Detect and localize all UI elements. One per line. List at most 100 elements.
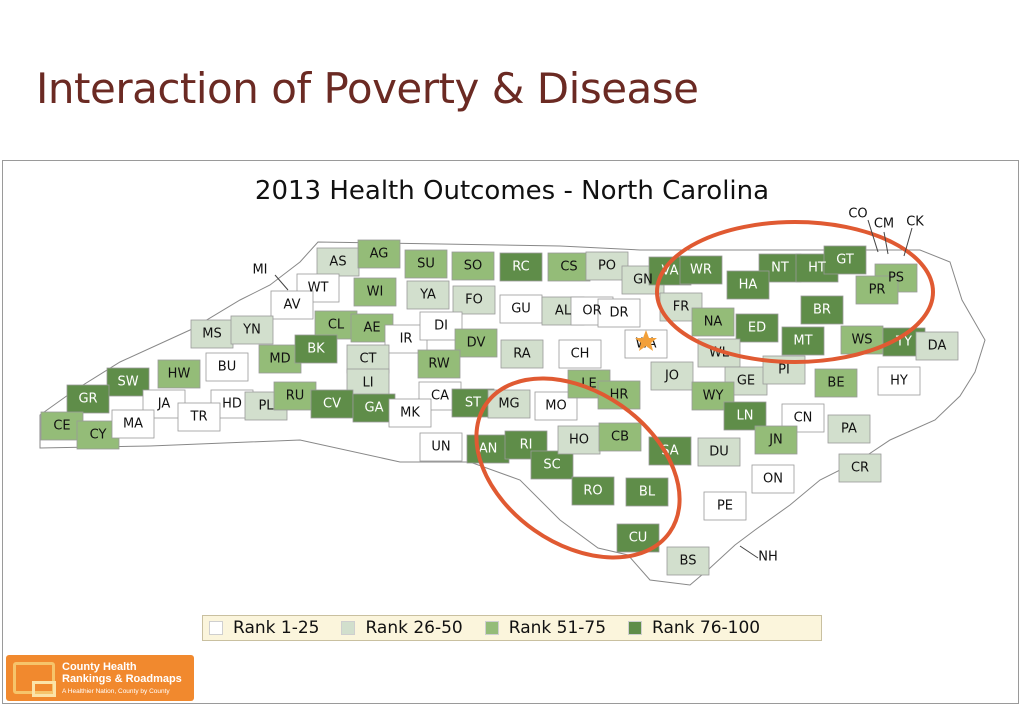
county-label: CA <box>431 389 449 404</box>
county-ct <box>346 344 390 374</box>
highlight-ring-south-central <box>474 376 682 560</box>
county-label: HY <box>890 374 908 389</box>
county-label: GA <box>365 401 384 416</box>
legend-label: Rank 51-75 <box>508 618 607 638</box>
county-label: PE <box>717 499 733 514</box>
county-label: CH <box>571 347 590 362</box>
county-label: MA <box>123 417 143 432</box>
county-label: NA <box>704 315 723 330</box>
county-label: AG <box>370 247 389 262</box>
county-na <box>691 307 735 337</box>
county-label: JN <box>768 433 783 448</box>
county-label: MT <box>793 334 812 349</box>
county-label: RW <box>428 357 450 372</box>
county-label: GN <box>633 273 653 288</box>
county-label: FO <box>465 293 483 308</box>
county-label: SU <box>417 257 435 272</box>
county-po <box>585 251 629 281</box>
county-label: OR <box>582 304 601 319</box>
county-gt <box>823 245 867 275</box>
map-legend: Rank 1-25 Rank 26-50 Rank 51-75 Rank 76-100 <box>202 615 822 641</box>
legend-swatch <box>628 621 643 635</box>
legend-swatch <box>341 621 356 635</box>
county-mt <box>781 326 825 356</box>
county-ma <box>111 409 155 439</box>
county-label: PS <box>888 271 904 286</box>
county-label: HT <box>808 261 826 276</box>
county-as <box>316 247 360 277</box>
county-mk <box>388 398 432 428</box>
county-label: GR <box>78 392 97 407</box>
county-label: CL <box>328 318 345 333</box>
county-label: TR <box>190 410 208 425</box>
legend-swatch <box>484 621 499 635</box>
county-label: WI <box>367 285 384 300</box>
county-label: GT <box>836 253 854 268</box>
county-su <box>404 249 448 279</box>
county-bl <box>625 477 669 507</box>
county-label: MG <box>498 397 519 412</box>
county-label: RO <box>583 484 602 499</box>
county-label: AN <box>479 442 498 457</box>
county-label: SW <box>117 375 138 390</box>
county-label: AL <box>555 304 572 319</box>
legend-label: Rank 76-100 <box>652 618 761 638</box>
county-sc <box>530 450 574 480</box>
county-pe <box>703 491 747 521</box>
county-mo <box>534 391 578 421</box>
county-label: HO <box>569 433 589 448</box>
county-label: RI <box>520 438 533 453</box>
county-label: BK <box>307 342 325 357</box>
county-on <box>751 464 795 494</box>
county-wr <box>679 255 723 285</box>
county-rw <box>417 349 461 379</box>
leader-lines <box>274 219 913 559</box>
county-label: AV <box>284 298 301 313</box>
county-label: DR <box>609 306 628 321</box>
county-label: CE <box>53 419 70 434</box>
county-rc <box>499 252 543 282</box>
county-label: UN <box>431 440 450 455</box>
county-ch <box>558 339 602 369</box>
legend-item: Rank 26-50 <box>341 618 463 638</box>
county-so <box>451 251 495 281</box>
county-health-rankings-logo: County Health Rankings & Roadmaps A Heal… <box>6 655 194 701</box>
county-jn <box>754 425 798 455</box>
county-label: DV <box>467 336 486 351</box>
county-label: HW <box>168 367 191 382</box>
county-label: WY <box>703 389 724 404</box>
county-label: RU <box>286 389 305 404</box>
county-label: CR <box>851 461 869 476</box>
county-bk <box>294 334 338 364</box>
county-label: MK <box>400 406 420 421</box>
county-an <box>466 434 510 464</box>
county-sw <box>106 367 150 397</box>
legend-item: Rank 76-100 <box>628 618 760 638</box>
county-bu <box>205 352 249 382</box>
county-label: BR <box>813 303 831 318</box>
county-label: CM <box>874 217 894 232</box>
county-label: NT <box>771 261 789 276</box>
county-label: PL <box>258 399 274 414</box>
county-dr <box>597 298 641 328</box>
county-da <box>915 331 959 361</box>
county-label: PA <box>841 422 857 437</box>
county-av <box>270 290 314 320</box>
county-cv <box>310 389 354 419</box>
county-label: AS <box>329 255 346 270</box>
county-label: CV <box>323 397 341 412</box>
county-label: BU <box>218 360 236 375</box>
county-label: WR <box>690 263 712 278</box>
county-label: PI <box>778 363 790 378</box>
county-label: BS <box>680 554 697 569</box>
county-li <box>346 368 390 398</box>
county-label: PO <box>598 259 616 274</box>
county-hw <box>157 359 201 389</box>
county-br <box>800 295 844 325</box>
county-label: SO <box>464 259 482 274</box>
county-label: CU <box>629 531 648 546</box>
county-label: DU <box>709 445 729 460</box>
county-label: ON <box>763 472 783 487</box>
legend-label: Rank 26-50 <box>365 618 463 638</box>
